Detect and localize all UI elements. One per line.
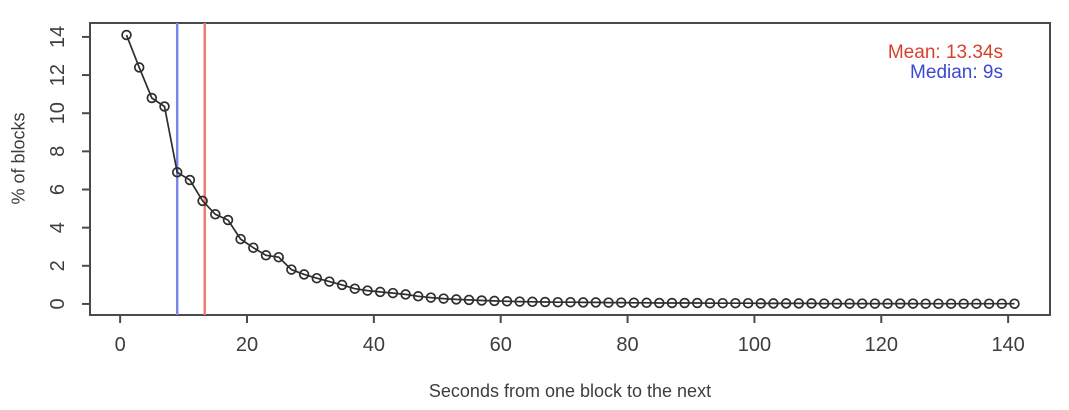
plot-frame: [89, 22, 1051, 316]
data-point-marker: [844, 298, 855, 309]
data-point-marker: [210, 209, 221, 220]
chart-legend: Mean: 13.34s Median: 9s: [888, 43, 1003, 83]
data-point-marker: [121, 29, 132, 41]
data-point-marker: [971, 298, 982, 309]
data-point-marker: [298, 269, 310, 280]
data-point-marker: [222, 214, 234, 226]
y-tick-label: 12: [47, 64, 69, 86]
data-point-marker: [717, 297, 728, 309]
data-point-marker: [692, 297, 703, 309]
series-markers: [121, 29, 1020, 309]
data-point-marker: [539, 296, 551, 308]
data-point-marker: [920, 298, 931, 309]
data-point-marker: [514, 296, 525, 307]
data-point-marker: [996, 298, 1008, 309]
y-tick-label: 14: [47, 26, 69, 48]
data-point-marker: [451, 294, 462, 305]
data-point-marker: [374, 286, 386, 298]
data-point-marker: [260, 250, 272, 261]
data-point-marker: [603, 297, 614, 308]
data-point-marker: [133, 62, 145, 73]
data-point-marker: [438, 293, 449, 304]
data-point-marker: [1009, 298, 1020, 309]
data-point-marker: [679, 297, 690, 309]
data-point-marker: [146, 92, 158, 104]
data-point-marker: [552, 296, 564, 308]
data-point-marker: [907, 298, 919, 309]
data-point-marker: [666, 297, 678, 309]
x-tick-label: 120: [865, 334, 898, 356]
data-point-marker: [806, 298, 817, 309]
data-point-marker: [476, 295, 487, 306]
series-line: [125, 34, 1015, 305]
y-axis: 0 2 4 6 8 10 12 14: [47, 26, 90, 310]
data-point-marker: [780, 298, 792, 309]
data-point-marker: [501, 296, 513, 307]
data-point-marker: [730, 297, 741, 309]
data-point-marker: [565, 296, 576, 308]
data-point-marker: [286, 264, 297, 275]
data-point-marker: [412, 291, 424, 302]
data-point-marker: [742, 297, 754, 309]
data-point-marker: [654, 297, 665, 309]
y-tick-label: 2: [47, 260, 69, 271]
x-axis-title: Seconds from one block to the next: [428, 381, 712, 401]
data-point-marker: [527, 296, 538, 308]
data-point-marker: [489, 295, 500, 307]
data-point-marker: [882, 298, 893, 309]
data-point-marker: [755, 298, 767, 309]
data-point-marker: [197, 195, 208, 207]
x-tick-label: 20: [236, 334, 258, 356]
data-point-marker: [248, 242, 259, 253]
data-point-marker: [869, 298, 881, 309]
data-point-marker: [641, 297, 652, 309]
data-point-marker: [933, 298, 944, 309]
y-tick-label: 8: [47, 146, 69, 157]
x-axis: 0 20 40 60 80 100 120 140: [115, 315, 1025, 356]
y-tick-label: 10: [47, 102, 69, 124]
data-point-marker: [793, 298, 805, 309]
data-point-marker: [818, 298, 830, 309]
x-tick-label: 0: [115, 334, 126, 356]
data-point-marker: [945, 298, 957, 309]
data-point-marker: [463, 294, 475, 306]
data-point-marker: [577, 297, 589, 308]
data-point-marker: [235, 233, 246, 245]
x-tick-label: 60: [490, 334, 512, 356]
legend-entry-median: Median: 9s: [910, 62, 1003, 83]
data-point-marker: [983, 298, 995, 309]
data-point-marker: [425, 292, 437, 303]
data-point-marker: [704, 297, 716, 309]
y-tick-label: 6: [47, 184, 69, 195]
x-tick-label: 80: [616, 334, 638, 356]
data-point-marker: [159, 101, 170, 112]
data-point-marker: [856, 298, 868, 309]
data-point-marker: [831, 298, 843, 309]
data-point-marker: [311, 272, 323, 284]
data-point-marker: [958, 298, 969, 309]
data-point-marker: [362, 285, 373, 296]
data-point-marker: [171, 167, 183, 178]
data-point-marker: [387, 287, 399, 299]
data-point-marker: [324, 276, 335, 287]
y-axis-title: % of blocks: [8, 112, 29, 205]
data-point-marker: [349, 283, 361, 294]
y-tick-label: 0: [47, 298, 69, 309]
data-point-marker: [184, 174, 196, 186]
x-tick-label: 140: [991, 334, 1024, 356]
data-point-marker: [273, 251, 284, 263]
data-point-marker: [590, 297, 602, 308]
data-point-marker: [895, 298, 906, 309]
data-point-marker: [628, 297, 640, 309]
x-tick-label: 100: [738, 334, 771, 356]
data-point-marker: [336, 279, 348, 291]
data-point-marker: [400, 289, 411, 300]
x-tick-label: 40: [363, 334, 385, 356]
data-point-marker: [615, 297, 627, 308]
y-tick-label: 4: [47, 222, 69, 233]
data-point-marker: [768, 298, 779, 309]
legend-entry-mean: Mean: 13.34s: [887, 42, 1003, 63]
